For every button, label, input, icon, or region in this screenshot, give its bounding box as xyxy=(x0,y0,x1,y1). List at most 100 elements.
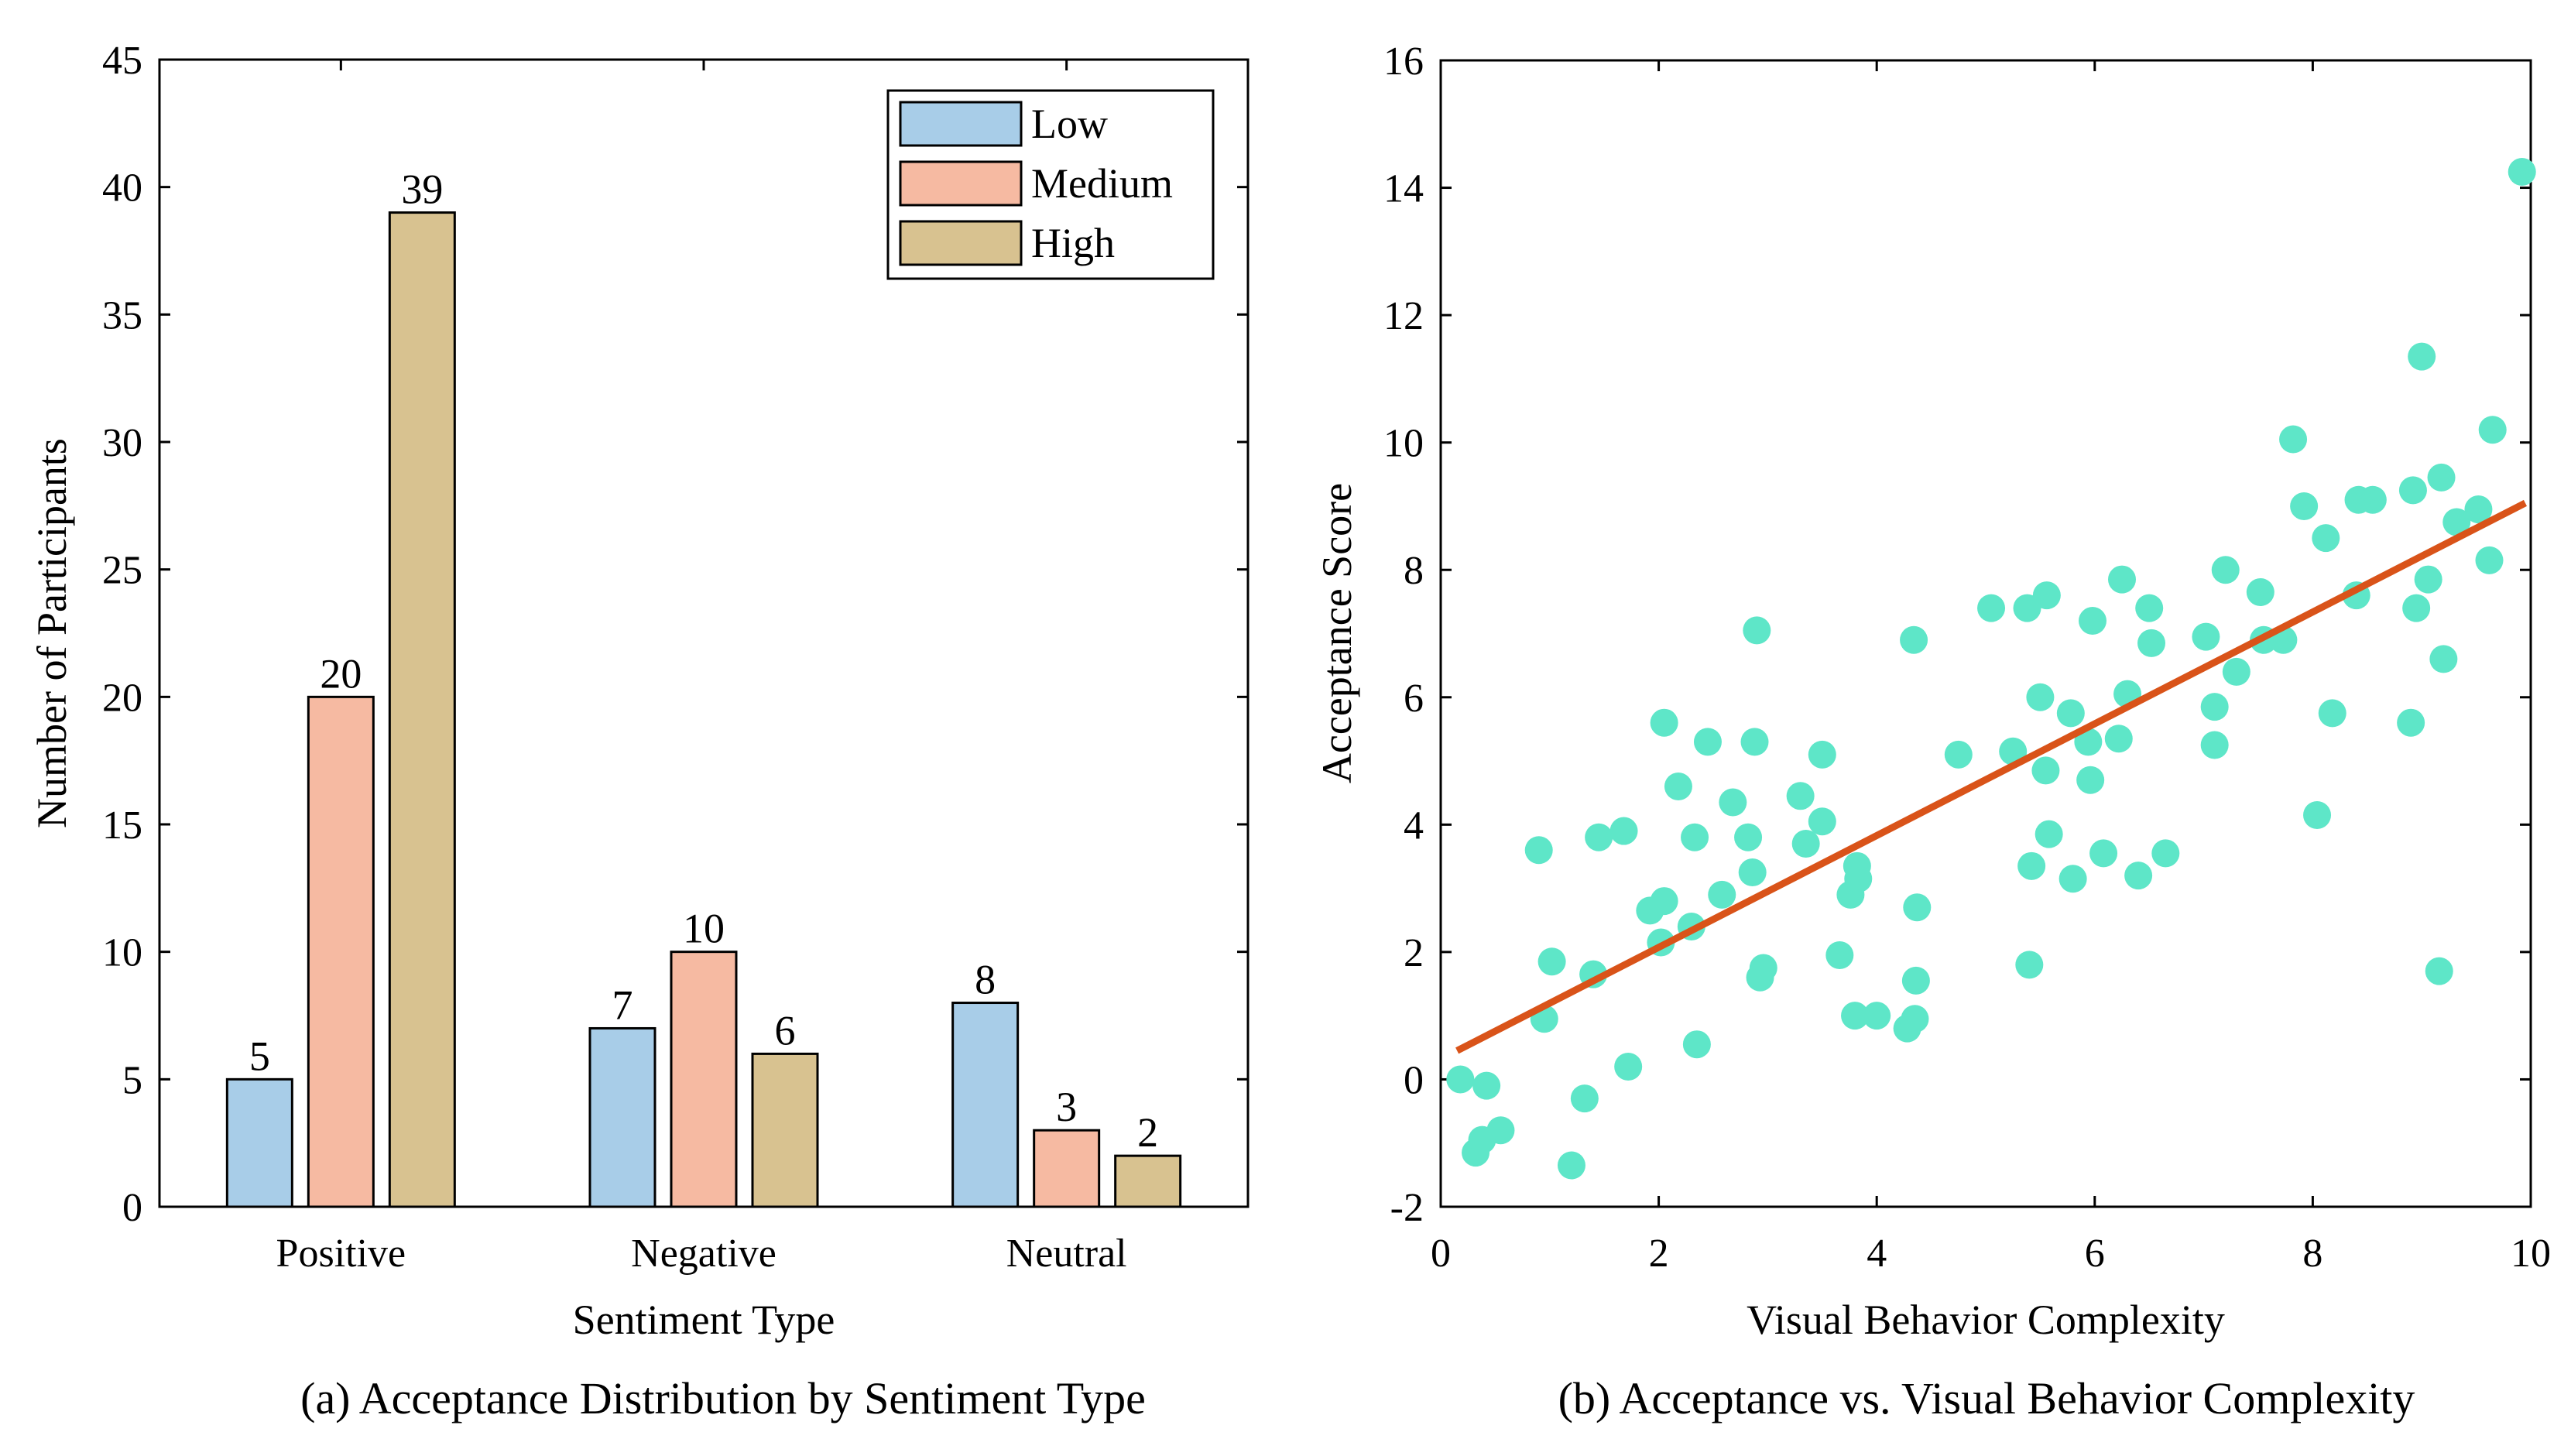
bar-chart-caption: (a) Acceptance Distribution by Sentiment… xyxy=(300,1373,1146,1423)
x-tick-label: 10 xyxy=(2511,1232,2551,1276)
y-tick-label: 45 xyxy=(102,39,142,83)
scatter-point xyxy=(2358,485,2387,514)
bar-value-label: 5 xyxy=(249,1033,270,1079)
scatter-point xyxy=(1901,966,1930,995)
y-tick-label: 0 xyxy=(1404,1058,1424,1102)
scatter-plot-axes xyxy=(1439,59,2532,1208)
bar-chart-legend: Low Medium High xyxy=(886,89,1215,280)
bar-value-label: 39 xyxy=(401,166,443,213)
scatter-plot-y-axis-label: Acceptance Score xyxy=(1314,483,1360,783)
bar-low-positive xyxy=(225,1077,293,1208)
bar-chart-y-axis-label: Number of Participants xyxy=(29,438,75,828)
y-tick-label: 2 xyxy=(1404,931,1424,975)
scatter-point xyxy=(2015,951,2044,979)
scatter-plot-x-tick-labels: 0 2 4 6 8 10 xyxy=(1431,1232,2551,1276)
scatter-plot-y-tick-labels: -2 0 2 4 6 8 10 12 14 16 xyxy=(1383,39,1424,1230)
y-tick-label: 14 xyxy=(1383,167,1424,211)
bar-value-label: 20 xyxy=(320,650,362,697)
scatter-point xyxy=(1740,728,1769,756)
scatter-point xyxy=(2318,699,2346,728)
scatter-point xyxy=(2089,839,2118,868)
scatter-point xyxy=(1682,1030,1711,1059)
scatter-point xyxy=(1614,1052,1643,1081)
legend-label: Low xyxy=(1031,101,1108,147)
scatter-point xyxy=(2035,820,2063,848)
legend-swatch-high xyxy=(899,220,1023,266)
y-tick-label: -2 xyxy=(1390,1186,1424,1230)
bar-chart-x-tick-labels: Positive Negative Neutral xyxy=(276,1232,1127,1276)
x-tick-label: 6 xyxy=(2085,1232,2105,1276)
scatter-point xyxy=(1977,594,2006,622)
scatter-point xyxy=(2464,495,2493,524)
scatter-point xyxy=(2078,607,2107,636)
y-tick-label: 4 xyxy=(1404,803,1424,848)
bar-chart-bars xyxy=(225,211,1182,1208)
scatter-point xyxy=(1903,893,1932,922)
scatter-point xyxy=(2478,416,2507,444)
bar-chart-panel: 0 5 10 15 20 25 30 35 40 45 5 20 39 7 10 6 8 3 2 Positive… xyxy=(29,39,1250,1423)
y-tick-label: 35 xyxy=(102,293,142,337)
scatter-point xyxy=(1570,1084,1599,1113)
bar-high-negative xyxy=(751,1052,819,1208)
bar-chart-data-labels: 5 20 39 7 10 6 8 3 2 xyxy=(249,166,1158,1156)
scatter-point xyxy=(2312,524,2340,553)
scatter-point xyxy=(1734,823,1763,851)
bar-value-label: 2 xyxy=(1137,1109,1158,1156)
scatter-point xyxy=(2192,622,2220,651)
scatter-point xyxy=(1863,1002,1891,1030)
scatter-point xyxy=(2397,708,2425,737)
scatter-point xyxy=(1585,823,1613,851)
scatter-point xyxy=(1841,1002,1870,1030)
bar-high-positive xyxy=(388,211,456,1208)
y-tick-label: 10 xyxy=(1383,422,1424,466)
x-tick-label: Neutral xyxy=(1006,1232,1127,1276)
scatter-point xyxy=(1609,817,1638,845)
scatter-plot-caption: (b) Acceptance vs. Visual Behavior Compl… xyxy=(1558,1373,2415,1423)
scatter-point xyxy=(2104,725,2133,753)
y-tick-label: 5 xyxy=(122,1058,142,1102)
y-tick-label: 0 xyxy=(122,1186,142,1230)
scatter-point xyxy=(2056,699,2085,728)
scatter-point xyxy=(1738,858,1767,887)
scatter-point xyxy=(1446,1065,1475,1094)
scatter-point xyxy=(2059,865,2087,893)
scatter-point xyxy=(1557,1151,1585,1180)
x-tick-label: Positive xyxy=(276,1232,406,1276)
bar-medium-neutral xyxy=(1033,1129,1101,1208)
scatter-point xyxy=(2398,476,2427,505)
scatter-point xyxy=(2290,492,2319,520)
scatter-point xyxy=(1743,616,1771,645)
scatter-point xyxy=(1944,740,1973,769)
bar-medium-positive xyxy=(307,695,375,1208)
scatter-point xyxy=(2074,728,2103,756)
scatter-point xyxy=(1825,941,1854,970)
scatter-point xyxy=(1901,1005,1929,1033)
scatter-point xyxy=(1808,740,1836,769)
scatter-point xyxy=(2151,839,2180,868)
scatter-point xyxy=(1472,1071,1501,1100)
legend-swatch-medium xyxy=(899,160,1023,207)
scatter-point xyxy=(2508,157,2536,186)
bar-chart-y-tick-labels: 0 5 10 15 20 25 30 35 40 45 xyxy=(102,39,142,1230)
scatter-point xyxy=(1524,836,1553,865)
scatter-point xyxy=(2200,693,2229,721)
scatter-point xyxy=(2427,463,2456,492)
y-tick-label: 40 xyxy=(102,166,142,211)
scatter-point xyxy=(2402,594,2431,622)
scatter-point xyxy=(1708,880,1736,909)
bar-low-neutral xyxy=(951,1002,1020,1208)
x-tick-label: 2 xyxy=(1649,1232,1669,1276)
scatter-point xyxy=(2137,629,2166,657)
x-tick-label: 0 xyxy=(1431,1232,1451,1276)
scatter-point xyxy=(2108,565,2136,594)
bar-value-label: 8 xyxy=(975,957,996,1003)
y-tick-label: 16 xyxy=(1383,39,1424,84)
bar-high-neutral xyxy=(1114,1154,1182,1208)
scatter-point xyxy=(1900,625,1928,654)
scatter-plot-tick-marks xyxy=(1439,59,2532,1208)
scatter-point xyxy=(1693,728,1722,756)
legend-swatch-low xyxy=(899,101,1023,147)
scatter-point xyxy=(1650,708,1678,737)
